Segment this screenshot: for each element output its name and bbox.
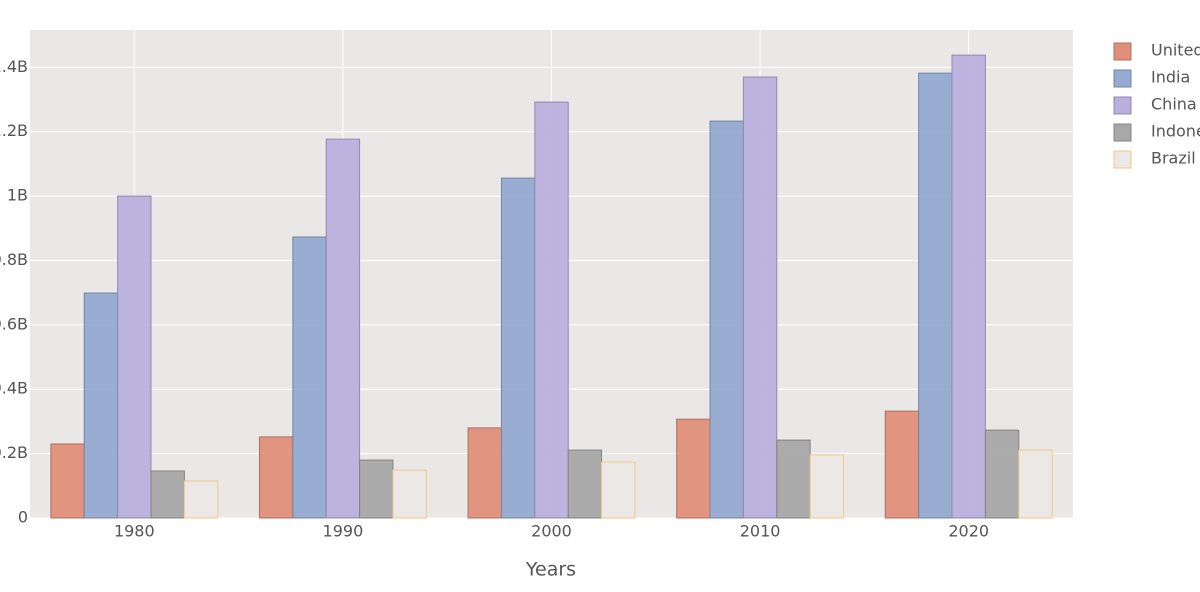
legend-label: United States — [1151, 41, 1200, 60]
bar — [117, 195, 152, 519]
x-axis-title: Years — [525, 559, 576, 581]
legend-swatch — [1113, 150, 1132, 169]
bar — [809, 454, 845, 519]
bar — [500, 177, 536, 519]
bar — [359, 459, 394, 519]
bar — [601, 461, 636, 519]
x-tick-label: 1980 — [114, 522, 155, 541]
y-tick-label: 1.4B — [0, 57, 28, 76]
x-tick-label: 2010 — [740, 522, 781, 541]
y-tick-label: 0 — [18, 508, 28, 527]
bar — [150, 470, 185, 519]
legend-label: India — [1151, 68, 1190, 87]
legend-label: Indonesia — [1151, 122, 1200, 141]
bar — [325, 138, 361, 519]
bar — [918, 72, 953, 519]
y-tick-label: 1.2B — [0, 121, 28, 140]
x-tick-label: 2020 — [948, 522, 989, 541]
bar — [884, 410, 920, 519]
bar — [392, 469, 427, 519]
legend-swatch — [1113, 96, 1132, 115]
bar — [567, 449, 603, 519]
bar — [1018, 449, 1053, 519]
bar — [83, 292, 119, 519]
x-tick-label: 2000 — [531, 522, 572, 541]
y-tick-label: 1B — [7, 186, 28, 205]
bar — [951, 54, 986, 519]
legend-swatch — [1113, 42, 1132, 61]
y-tick-label: 0.2B — [0, 443, 28, 462]
y-tick-label: 0.8B — [0, 250, 28, 269]
bar — [984, 429, 1020, 519]
bar — [534, 101, 569, 519]
legend-label: China — [1151, 95, 1197, 114]
bar — [776, 439, 811, 519]
bar — [742, 76, 778, 519]
bar — [292, 236, 327, 519]
bar — [467, 427, 502, 519]
bar — [50, 443, 85, 519]
y-tick-label: 0.4B — [0, 379, 28, 398]
legend-label: Brazil — [1151, 149, 1196, 168]
x-tick-label: 1990 — [323, 522, 364, 541]
bar — [258, 436, 294, 519]
legend-swatch — [1113, 123, 1132, 142]
bar — [709, 120, 744, 519]
legend-swatch — [1113, 69, 1132, 88]
y-tick-label: 0.6B — [0, 314, 28, 333]
bar — [676, 418, 711, 519]
bar — [183, 480, 219, 519]
